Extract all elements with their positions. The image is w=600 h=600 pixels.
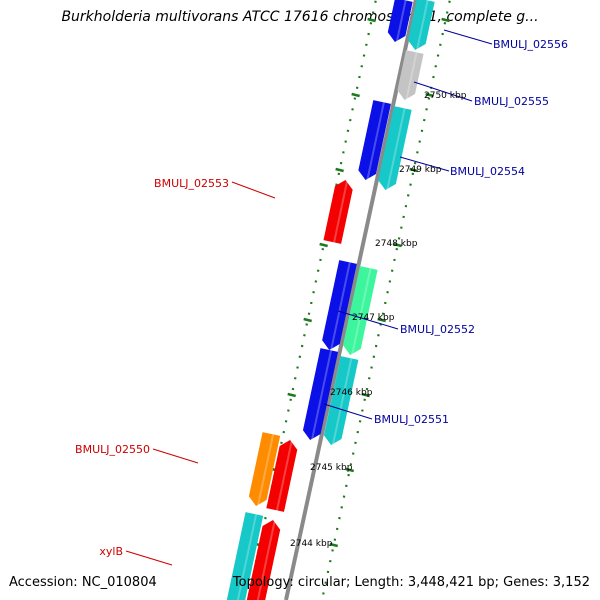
major-tick — [351, 92, 360, 98]
gene-feature-cyan-02554[interactable] — [378, 106, 412, 190]
gene-features — [226, 0, 435, 600]
gene-feature-green-02552[interactable] — [343, 266, 378, 355]
leader-line-g5 — [337, 310, 399, 330]
gene-label-bmulj-02552[interactable]: BMULJ_02552 — [400, 323, 475, 336]
gene-label-bmulj-02556[interactable]: BMULJ_02556 — [493, 38, 568, 51]
feature-highlight — [415, 0, 429, 51]
leader-line-g2 — [413, 81, 473, 102]
feature-highlight — [330, 262, 351, 351]
major-tick — [377, 317, 386, 323]
gene-label-bmulj-02550[interactable]: BMULJ_02550 — [75, 443, 150, 456]
gene-label-xylb[interactable]: xylB — [99, 545, 123, 558]
scale-label-2750: 2750 kbp — [424, 91, 467, 101]
gene-feature-gray-02555[interactable] — [397, 50, 424, 100]
gene-feature-blue-02552[interactable] — [322, 260, 357, 350]
gene-feature-blue-02554[interactable] — [358, 100, 391, 180]
feature-highlight — [275, 440, 293, 511]
feature-highlight — [310, 350, 333, 441]
feature-highlight — [405, 52, 418, 101]
leader-line-g1 — [443, 29, 493, 45]
major-tick — [329, 542, 339, 548]
topology-text: Topology: circular; Length: 3,448,421 bp… — [232, 575, 590, 590]
gene-feature-red-xylb[interactable] — [245, 520, 281, 600]
feature-highlight — [386, 108, 406, 191]
genome-backbone — [284, 0, 418, 600]
gene-feature-cyan-02556[interactable] — [408, 0, 435, 50]
major-tick — [441, 17, 450, 23]
scale-label-2745: 2745 kbp — [310, 463, 353, 473]
gene-label-bmulj-02555[interactable]: BMULJ_02555 — [474, 95, 549, 108]
gene-feature-blue-02556[interactable] — [387, 0, 413, 42]
gene-feature-cyan-xylb[interactable] — [226, 512, 264, 600]
major-tick — [345, 467, 355, 473]
leader-line-g6 — [323, 403, 373, 420]
gene-feature-blue-02551[interactable] — [302, 348, 339, 440]
gene-feature-cyan-02551[interactable] — [323, 356, 359, 445]
major-tick — [287, 392, 296, 398]
scale-label-2746: 2746 kbp — [330, 388, 373, 398]
feature-highlight — [366, 102, 385, 181]
scale-label-2748: 2748 kbp — [375, 239, 418, 249]
major-tick — [361, 392, 370, 398]
feature-highlight — [236, 514, 258, 600]
label-leaders — [125, 29, 493, 566]
accession-text: Accession: NC_010804 — [9, 575, 157, 590]
gene-label-bmulj-02551[interactable]: BMULJ_02551 — [374, 413, 449, 426]
gene-label-bmulj-02553[interactable]: BMULJ_02553 — [154, 177, 229, 190]
scale-label-2744: 2744 kbp — [290, 539, 333, 549]
scale-label-2749: 2749 kbp — [399, 165, 442, 175]
gene-feature-red-02553[interactable] — [323, 180, 353, 244]
major-tick — [409, 167, 418, 173]
feature-highlight — [351, 268, 372, 356]
major-tick — [425, 92, 434, 98]
leader-line-g4 — [231, 181, 276, 199]
feature-highlight — [395, 0, 407, 43]
leader-line-g8 — [125, 550, 173, 566]
leader-line-g3 — [399, 156, 450, 172]
major-tick — [335, 167, 344, 173]
feature-highlight — [256, 520, 276, 600]
major-tick — [367, 17, 376, 23]
feature-highlight — [331, 358, 353, 446]
scale-label-2747: 2747 kbp — [352, 313, 395, 323]
gene-feature-red-02550[interactable] — [266, 440, 298, 512]
gene-feature-orange-02550[interactable] — [248, 432, 281, 506]
gene-label-bmulj-02554[interactable]: BMULJ_02554 — [450, 165, 525, 178]
leader-line-g7 — [152, 448, 199, 464]
feature-highlight — [333, 180, 349, 243]
major-tick — [393, 242, 402, 248]
major-tick — [319, 242, 328, 248]
feature-highlight — [256, 434, 275, 507]
major-tick — [303, 317, 312, 323]
